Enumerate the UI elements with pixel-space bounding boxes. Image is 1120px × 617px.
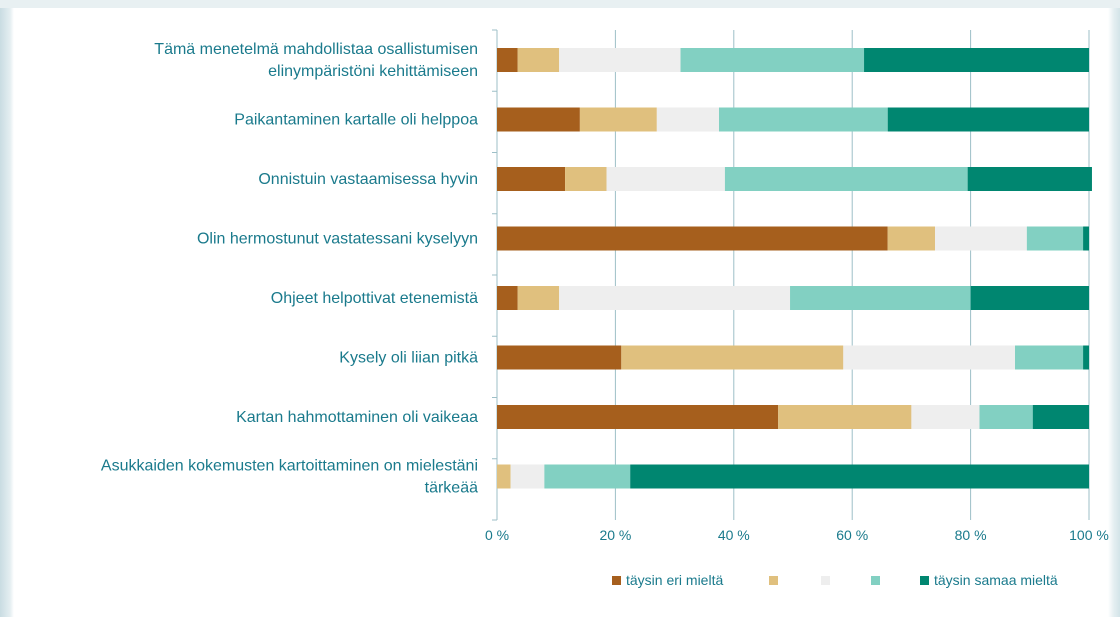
bar-segment — [517, 286, 560, 310]
bar-segment — [935, 226, 1027, 251]
bar-segment — [911, 405, 980, 429]
category-label: Olin hermostunut vastatessani kyselyyn — [197, 231, 478, 248]
category-label: Asukkaiden kokemusten kartoittaminen on … — [101, 458, 478, 497]
category-label-line: Tämä menetelmä mahdollistaa osallistumis… — [154, 41, 478, 58]
legend-swatch — [821, 576, 830, 585]
bar-segment — [967, 167, 1092, 191]
category-label: Kartan hahmottaminen oli vaikeaa — [236, 409, 478, 426]
bar-segment — [630, 464, 1089, 489]
x-tick-label: 0 % — [485, 527, 509, 543]
bar-segment — [579, 107, 657, 132]
bar-segment — [680, 48, 865, 72]
x-tick-label: 20 % — [599, 527, 631, 543]
x-tick-label: 40 % — [718, 527, 750, 543]
category-label-line: Kysely oli liian pitkä — [339, 350, 478, 367]
bar-segment — [497, 167, 566, 191]
category-label: Kysely oli liian pitkä — [339, 350, 478, 367]
bar-segment — [517, 48, 560, 72]
x-tick-label: 100 % — [1069, 527, 1109, 543]
bar-segment — [887, 226, 936, 251]
bar-segment — [497, 464, 511, 489]
bar-segment — [510, 464, 545, 489]
bar-segment — [1015, 345, 1084, 370]
bar-segment — [497, 226, 888, 251]
category-label-line: Paikantaminen kartalle oli helppoa — [234, 112, 478, 129]
bar-segment — [778, 405, 912, 429]
category-label-line: Onnistuin vastaamisessa hyvin — [258, 171, 478, 188]
bar-segment — [497, 345, 622, 370]
bar-segment — [790, 286, 971, 310]
category-label-line: Olin hermostunut vastatessani kyselyyn — [197, 231, 478, 248]
bar-segment — [979, 405, 1033, 429]
bar-segment — [497, 286, 518, 310]
bar-segment — [1032, 405, 1089, 429]
category-label: Tämä menetelmä mahdollistaa osallistumis… — [154, 41, 478, 80]
bar-segment — [544, 464, 631, 489]
x-tick-label: 80 % — [955, 527, 987, 543]
bar-segment — [606, 167, 725, 191]
legend-label: täysin samaa mieltä — [934, 572, 1058, 588]
bar-segment — [970, 286, 1089, 310]
category-label: Paikantaminen kartalle oli helppoa — [234, 112, 478, 129]
bar-segment — [843, 345, 1015, 370]
legend-swatch — [612, 576, 621, 585]
category-label-line: Kartan hahmottaminen oli vaikeaa — [236, 409, 478, 426]
legend-swatch — [871, 576, 880, 585]
bar-segment — [656, 107, 719, 132]
category-label: Onnistuin vastaamisessa hyvin — [258, 171, 478, 188]
legend-swatch — [920, 576, 929, 585]
bar-segment — [887, 107, 1089, 132]
top-border-strip — [0, 0, 1120, 8]
bar-segment — [1083, 345, 1089, 370]
category-label: Ohjeet helpottivat etenemistä — [271, 290, 478, 307]
bar-segment — [497, 48, 518, 72]
bar-segment — [565, 167, 607, 191]
legend-swatch — [769, 576, 778, 585]
legend-label: täysin eri mieltä — [626, 572, 723, 588]
category-label-line: Asukkaiden kokemusten kartoittaminen on … — [101, 458, 478, 475]
bar-segment — [724, 167, 968, 191]
bar-segment — [559, 48, 681, 72]
category-label-line: elinympäristöni kehittämiseen — [268, 63, 478, 80]
bar-segment — [621, 345, 844, 370]
x-tick-label: 60 % — [836, 527, 868, 543]
bar-segment — [497, 405, 779, 429]
bar-segment — [719, 107, 888, 132]
bar-segment — [497, 107, 580, 132]
bar-segment — [559, 286, 791, 310]
bar-segment — [1026, 226, 1084, 251]
category-label-line: Ohjeet helpottivat etenemistä — [271, 290, 478, 307]
category-label-line: tärkeää — [425, 480, 478, 497]
bar-segment — [1083, 226, 1089, 251]
bar-segment — [864, 48, 1089, 72]
